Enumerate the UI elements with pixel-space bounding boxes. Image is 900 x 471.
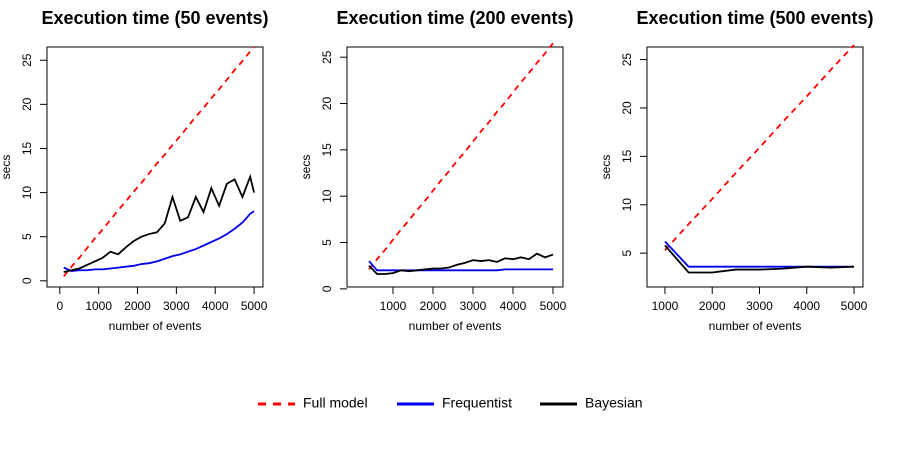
- plot-box: [646, 46, 864, 288]
- legend-label: Full model: [303, 395, 368, 411]
- y-axis-label: secs: [0, 155, 13, 180]
- y-tick-label: 25: [620, 53, 634, 67]
- y-tick-label: 0: [320, 285, 334, 292]
- y-axis-label: secs: [299, 155, 313, 180]
- legend-label: Bayesian: [585, 395, 643, 411]
- y-tick-label: 10: [320, 189, 334, 203]
- plot-box: [346, 46, 564, 288]
- y-tick-label: 25: [320, 50, 334, 64]
- y-tick-label: 15: [620, 149, 634, 163]
- x-tick-label: 2000: [420, 299, 447, 313]
- series-line: [368, 252, 554, 275]
- y-tick-label: 10: [620, 198, 634, 212]
- legend-label: Frequentist: [442, 395, 512, 411]
- x-tick-label: 3000: [460, 299, 487, 313]
- series-line: [368, 260, 553, 272]
- x-tick-label: 1000: [652, 299, 679, 313]
- series-line: [664, 240, 855, 268]
- x-tick-label: 1000: [85, 299, 112, 313]
- y-tick-label: 10: [20, 186, 34, 200]
- x-tick-label: 5000: [540, 299, 567, 313]
- series-line: [63, 46, 255, 277]
- x-tick-label: 4000: [202, 299, 229, 313]
- y-tick-label: 0: [20, 277, 34, 284]
- x-tick-label: 3000: [163, 299, 190, 313]
- chart-title: Execution time (500 events): [636, 8, 873, 28]
- y-tick-label: 15: [20, 141, 34, 155]
- x-tick-label: 2000: [124, 299, 151, 313]
- x-axis-label: number of events: [109, 319, 202, 333]
- x-tick-label: 5000: [841, 299, 868, 313]
- y-tick-label: 5: [20, 233, 34, 240]
- x-tick-label: 0: [56, 299, 63, 313]
- series-line: [664, 244, 855, 274]
- series-line: [63, 173, 255, 273]
- y-tick-label: 25: [20, 53, 34, 67]
- x-axis-label: number of events: [409, 319, 502, 333]
- y-tick-label: 5: [320, 239, 334, 246]
- x-tick-label: 4000: [793, 299, 820, 313]
- y-tick-label: 20: [320, 97, 334, 111]
- y-tick-label: 20: [620, 101, 634, 115]
- y-axis-label: secs: [599, 155, 613, 180]
- x-tick-label: 3000: [746, 299, 773, 313]
- chart-title: Execution time (50 events): [41, 8, 268, 28]
- series-line: [63, 210, 255, 273]
- series-line: [664, 44, 855, 251]
- chart-title: Execution time (200 events): [336, 8, 573, 28]
- x-tick-label: 4000: [500, 299, 527, 313]
- x-tick-label: 5000: [241, 299, 268, 313]
- x-tick-label: 1000: [380, 299, 407, 313]
- y-tick-label: 20: [20, 97, 34, 111]
- plot-box: [46, 46, 264, 288]
- series-line: [368, 42, 554, 270]
- x-tick-label: 2000: [699, 299, 726, 313]
- y-tick-label: 15: [320, 143, 334, 157]
- x-axis-label: number of events: [709, 319, 802, 333]
- y-tick-label: 5: [620, 249, 634, 256]
